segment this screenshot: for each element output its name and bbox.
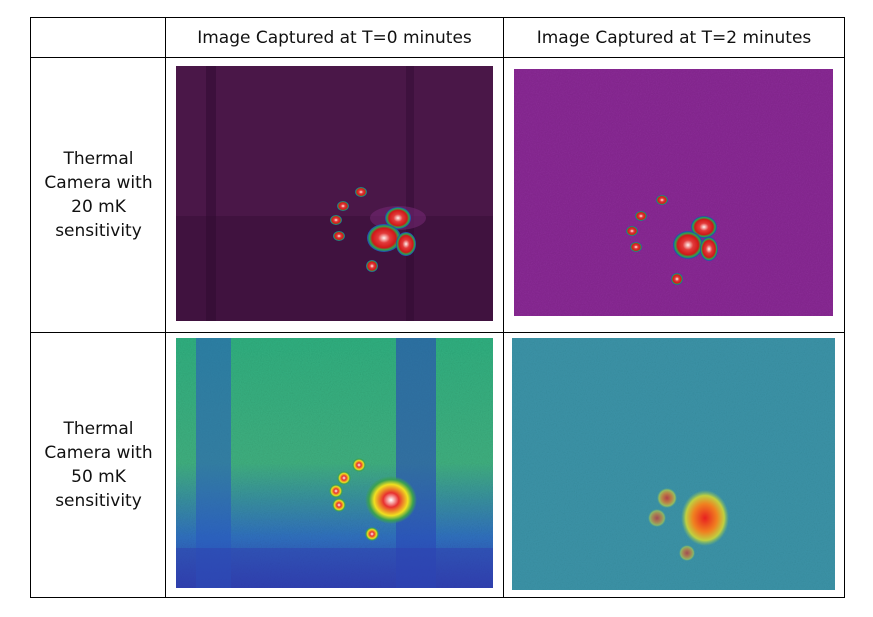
label-line: sensitivity xyxy=(55,221,142,241)
thermal-image xyxy=(176,66,493,321)
row-label: Thermal Camera with 20 mK sensitivity xyxy=(31,58,166,332)
thermal-image xyxy=(176,338,493,588)
row-divider xyxy=(31,332,844,333)
column-divider xyxy=(503,18,504,597)
label-line: Camera with xyxy=(44,443,153,463)
label-line: 50 mK xyxy=(71,467,126,487)
label-line: Camera with xyxy=(44,173,153,193)
table: Image Captured at T=0 minutes Image Capt… xyxy=(30,17,845,598)
label-line: sensitivity xyxy=(55,491,142,511)
thermal-image xyxy=(514,69,833,316)
thermal-image xyxy=(512,338,835,590)
label-line: Thermal xyxy=(63,149,134,169)
label-line: Thermal xyxy=(63,419,134,439)
row-label: Thermal Camera with 50 mK sensitivity xyxy=(31,333,166,597)
label-line: 20 mK xyxy=(71,197,126,217)
column-header: Image Captured at T=2 minutes xyxy=(536,28,812,48)
column-divider xyxy=(165,18,166,597)
column-header: Image Captured at T=0 minutes xyxy=(197,28,472,48)
row-divider xyxy=(31,57,844,58)
